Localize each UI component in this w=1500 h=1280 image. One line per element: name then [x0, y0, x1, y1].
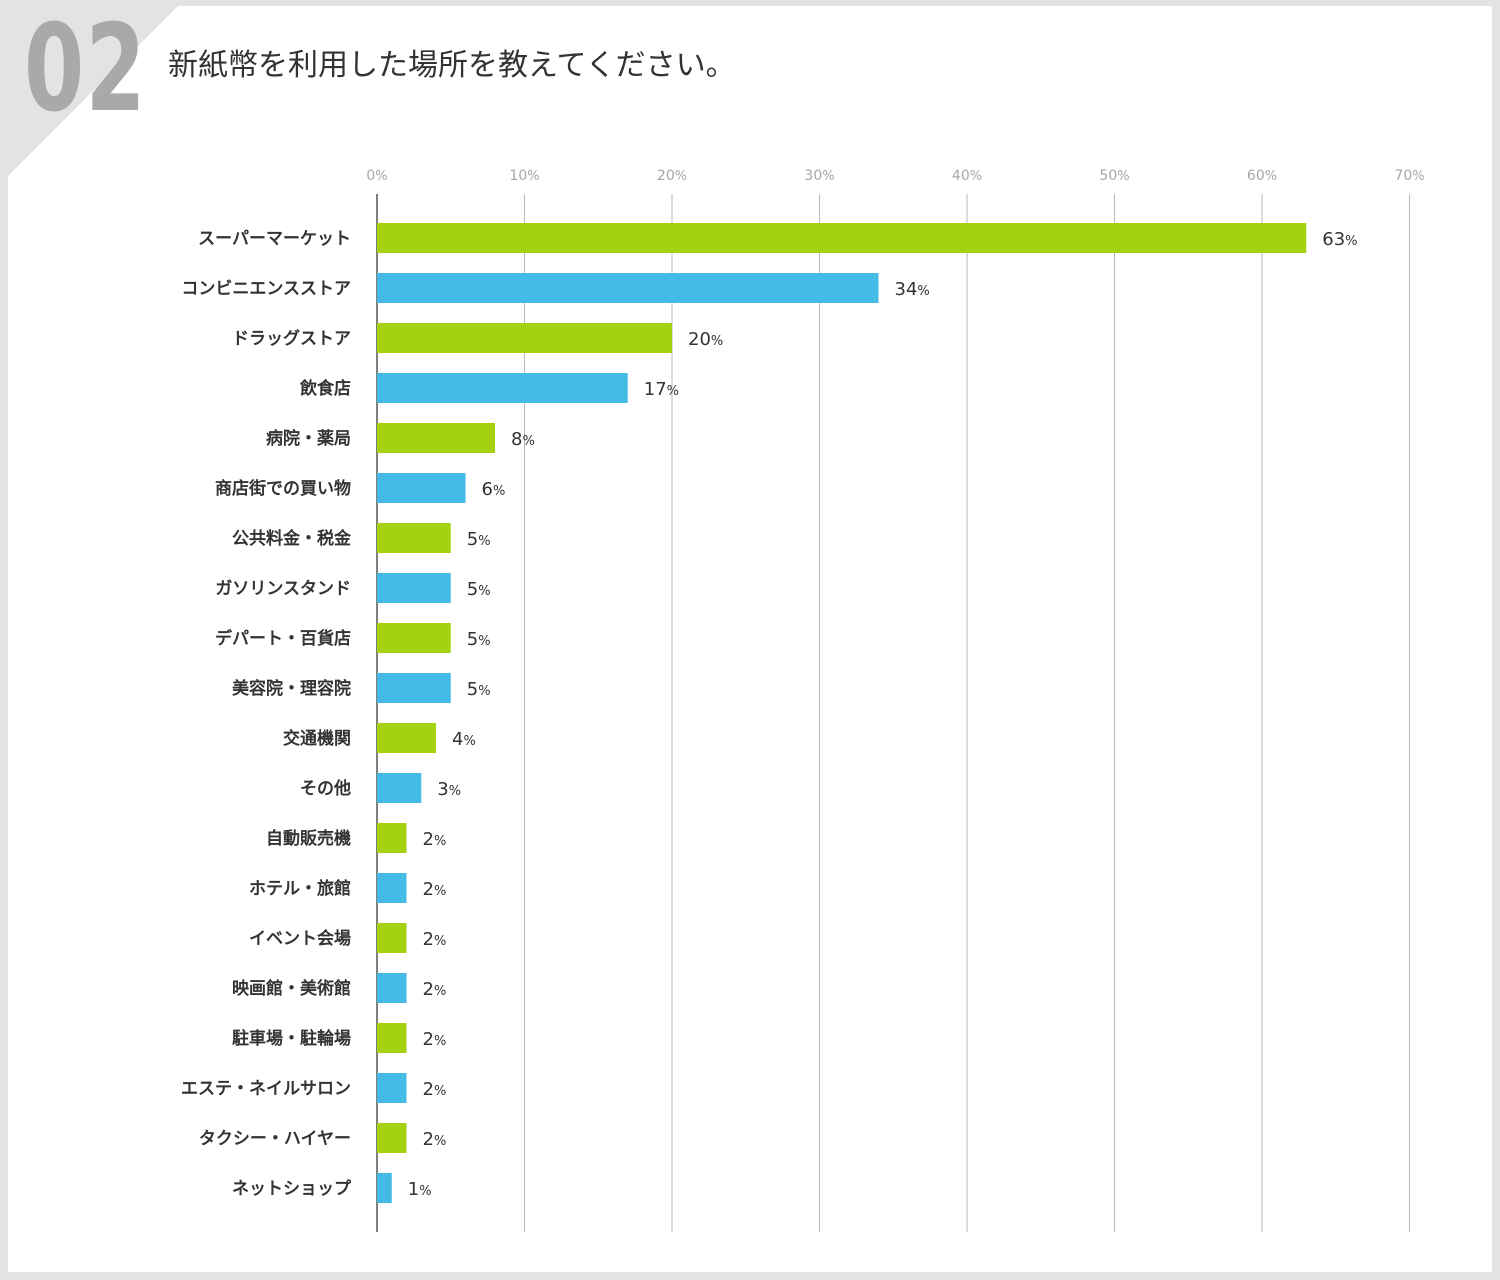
- bar: [377, 1073, 407, 1103]
- bar: [377, 1123, 407, 1153]
- bar: [377, 873, 407, 903]
- value-label: 2%: [423, 929, 447, 950]
- bar: [377, 723, 436, 753]
- category-label: デパート・百貨店: [215, 628, 351, 649]
- category-label: コンビニエンスストア: [181, 279, 351, 299]
- bar: [377, 473, 466, 503]
- category-label: 美容院・理容院: [232, 678, 351, 699]
- category-label: 病院・薬局: [266, 428, 351, 449]
- value-label: 2%: [423, 1129, 447, 1150]
- value-label: 5%: [467, 579, 491, 600]
- bar: [377, 923, 407, 953]
- category-label: ガソリンスタンド: [215, 579, 351, 599]
- bar: [377, 523, 451, 553]
- x-tick-label: 50%: [1099, 168, 1129, 184]
- value-label: 2%: [423, 829, 447, 850]
- bar: [377, 423, 495, 453]
- chart-title: 新紙幣を利用した場所を教えてください。: [168, 48, 736, 83]
- bar: [377, 973, 407, 1003]
- chart-card: 02 新紙幣を利用した場所を教えてください。 0% 10% 20% 30% 40% 50%…: [8, 6, 1492, 1272]
- bar: [377, 673, 451, 703]
- category-label: イベント会場: [249, 928, 351, 949]
- value-label: 34%: [895, 279, 930, 300]
- question-number: 02: [24, 6, 148, 139]
- value-label: 2%: [423, 979, 447, 1000]
- value-label: 2%: [423, 1079, 447, 1100]
- value-label: 2%: [423, 879, 447, 900]
- bar-chart: 0% 10% 20% 30% 40% 50% 60% 70% スーパーマーケット 63% コンビニエ…: [181, 168, 1425, 1232]
- value-label: 1%: [408, 1179, 432, 1200]
- value-label: 17%: [644, 379, 679, 400]
- category-label: 映画館・美術館: [232, 978, 351, 999]
- x-tick-label: 30%: [804, 168, 834, 184]
- category-label: 交通機関: [283, 728, 351, 749]
- bar: [377, 223, 1307, 253]
- category-label: ネットショップ: [232, 1178, 352, 1199]
- category-label: その他: [300, 778, 351, 799]
- value-label: 3%: [437, 779, 461, 800]
- x-tick-label: 0%: [366, 168, 387, 184]
- value-label: 2%: [423, 1029, 447, 1050]
- x-tick-label: 10%: [509, 168, 539, 184]
- bar: [377, 573, 451, 603]
- corner-tab: [8, 6, 178, 176]
- bar: [377, 773, 422, 803]
- x-tick-label: 70%: [1394, 168, 1424, 184]
- category-label: エステ・ネイルサロン: [181, 1079, 351, 1099]
- category-label: 飲食店: [299, 378, 351, 399]
- category-label: ドラッグストア: [232, 328, 351, 349]
- value-label: 20%: [688, 329, 723, 350]
- category-label: タクシー・ハイヤー: [199, 1129, 351, 1149]
- value-label: 5%: [467, 679, 491, 700]
- value-label: 5%: [467, 529, 491, 550]
- value-label: 4%: [452, 729, 476, 750]
- category-label: ホテル・旅館: [249, 878, 351, 899]
- bar: [377, 373, 628, 403]
- value-label: 6%: [482, 479, 506, 500]
- value-label: 63%: [1322, 229, 1357, 250]
- value-label: 8%: [511, 429, 535, 450]
- category-label: 公共料金・税金: [232, 528, 352, 549]
- x-tick-label: 60%: [1247, 168, 1277, 184]
- value-label: 5%: [467, 629, 491, 650]
- bar: [377, 823, 407, 853]
- category-label: 自動販売機: [266, 828, 351, 849]
- bar: [377, 1173, 392, 1203]
- x-tick-label: 40%: [952, 168, 982, 184]
- bar: [377, 623, 451, 653]
- x-tick-label: 20%: [657, 168, 687, 184]
- category-label: スーパーマーケット: [198, 229, 351, 249]
- bar: [377, 273, 879, 303]
- bar: [377, 1023, 407, 1053]
- category-label: 商店街での買い物: [215, 478, 351, 499]
- bar: [377, 323, 672, 353]
- category-label: 駐車場・駐輪場: [232, 1028, 351, 1049]
